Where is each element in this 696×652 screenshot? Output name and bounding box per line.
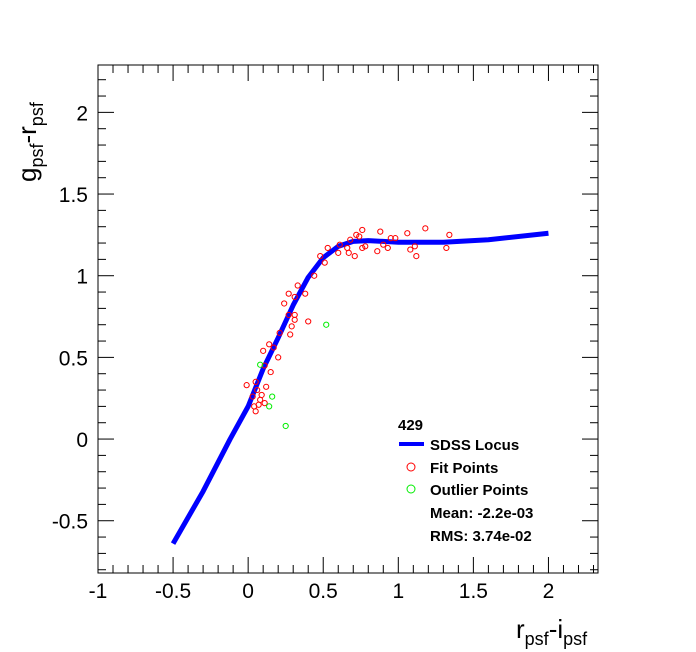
fit-point [443, 244, 450, 252]
fit-point [285, 311, 292, 319]
fit-point [380, 241, 387, 248]
fit-point [317, 253, 324, 260]
legend-header: 429 [398, 417, 423, 434]
legend-green-circle-icon [406, 484, 416, 494]
fit-point [291, 293, 298, 301]
fit-point [377, 228, 384, 235]
fit-point [347, 236, 354, 243]
y-tick-label: 1 [76, 266, 88, 289]
fit-point [243, 382, 250, 389]
outlier-point [282, 422, 289, 430]
x-axis-label: rpsf-ipsf [516, 614, 588, 649]
y-tick-labels: -0.5 0 0.5 1 1.5 2 [52, 102, 88, 533]
y-axis-label: gpsf-rpsf [12, 101, 47, 182]
fit-point [266, 341, 273, 348]
fit-point [285, 290, 292, 297]
legend-red-circle-icon [406, 462, 416, 472]
fit-point [263, 383, 270, 390]
fit-point [324, 244, 331, 252]
y-tick-label: 2 [76, 102, 88, 125]
fit-point [302, 290, 309, 297]
legend-entry-locus: SDSS Locus [430, 437, 519, 454]
x-tick-label: 0.5 [309, 580, 338, 603]
plot-frame [97, 64, 599, 574]
x-tick-label: 1 [392, 580, 404, 603]
fit-point [251, 403, 258, 410]
fit-point [392, 235, 399, 242]
fit-point [321, 259, 328, 266]
x-tick-labels: -1 -0.5 0 0.5 1 1.5 2 [89, 580, 555, 603]
fit-point [384, 244, 391, 252]
fit-point [407, 246, 414, 253]
legend-rms: RMS: 3.74e-02 [430, 528, 532, 545]
fit-point [335, 249, 342, 256]
outlier-point [257, 361, 264, 368]
fit-point [336, 241, 343, 248]
chart-marks [170, 225, 549, 545]
fit-point [374, 248, 381, 255]
fit-point [261, 400, 268, 407]
fit-point [446, 231, 453, 238]
fit-point [252, 378, 259, 385]
fit-point [275, 354, 282, 361]
fit-point [356, 233, 363, 240]
x-tick-label: 0 [242, 580, 254, 603]
fit-point [422, 225, 429, 232]
legend-mean: Mean: -2.2e-03 [430, 505, 533, 522]
fit-point [287, 331, 294, 338]
fit-point [249, 393, 256, 400]
fit-point [270, 344, 277, 351]
fit-point [291, 316, 298, 323]
legend-entry-fit: Fit Points [430, 460, 498, 477]
fit-point [261, 362, 268, 369]
fit-point [351, 253, 358, 260]
fit-point [257, 396, 264, 403]
outlier-point [269, 393, 276, 400]
fit-point [294, 282, 301, 289]
fit-point [411, 243, 418, 250]
fit-point [305, 318, 312, 325]
y-tick-label: -0.5 [52, 511, 88, 534]
y-tick-label: 1.5 [59, 184, 88, 207]
x-tick-label: -1 [89, 580, 108, 603]
fit-point [276, 329, 283, 336]
fit-point [353, 231, 360, 238]
fit-point [260, 347, 267, 354]
outlier-point [323, 321, 330, 328]
fit-point [413, 253, 420, 260]
y-tick-label: 0.5 [59, 347, 88, 370]
fit-point [387, 235, 394, 242]
fit-point [311, 272, 318, 279]
legend: 429 SDSS Locus Fit Points Outlier Points… [398, 417, 533, 545]
fit-point [359, 226, 366, 234]
fit-point [267, 368, 274, 376]
fit-point [281, 300, 288, 307]
x-tick-label: 2 [543, 580, 555, 603]
axis-ticks [97, 65, 598, 573]
fit-point [254, 386, 261, 394]
fit-point [288, 323, 295, 330]
legend-entry-outlier: Outlier Points [430, 482, 528, 499]
y-tick-label: 0 [76, 429, 88, 452]
fit-point [404, 230, 411, 237]
locus-line [170, 230, 549, 545]
fit-point [345, 249, 352, 256]
fit-point [362, 243, 369, 250]
x-tick-label: -0.5 [155, 580, 191, 603]
outlier-point [266, 403, 273, 410]
fit-point [359, 244, 366, 252]
x-tick-label: 1.5 [459, 580, 488, 603]
